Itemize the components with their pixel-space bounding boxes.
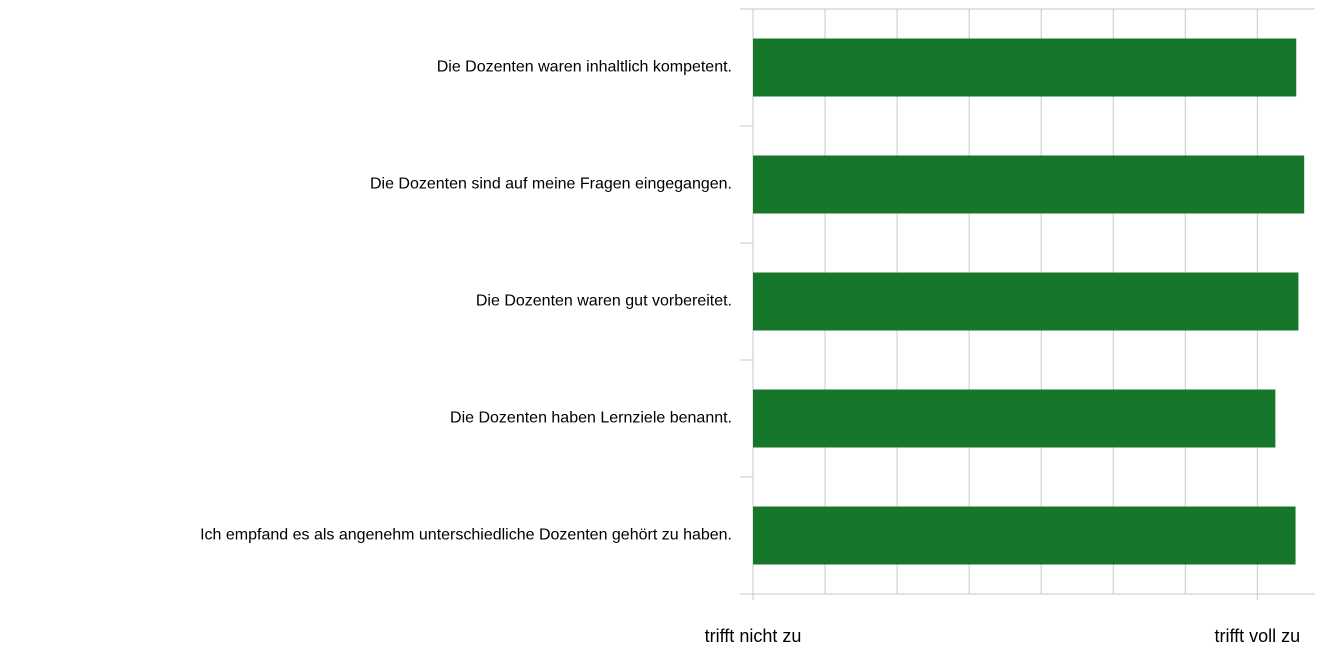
bar — [753, 506, 1296, 565]
x-tick-label: trifft voll zu — [1215, 626, 1301, 645]
x-tick-label: trifft nicht zu — [705, 626, 802, 645]
bar — [753, 155, 1305, 214]
y-tick-label: Die Dozenten sind auf meine Fragen einge… — [370, 176, 732, 193]
y-tick-label: Ich empfand es als angenehm unterschiedl… — [200, 527, 732, 544]
bar — [753, 389, 1276, 448]
y-tick-label: Die Dozenten waren inhaltlich kompetent. — [437, 59, 732, 76]
bar — [753, 272, 1299, 331]
y-tick-label: Die Dozenten haben Lernziele benannt. — [450, 410, 732, 427]
bar — [753, 38, 1297, 97]
y-tick-label: Die Dozenten waren gut vorbereitet. — [476, 293, 732, 310]
